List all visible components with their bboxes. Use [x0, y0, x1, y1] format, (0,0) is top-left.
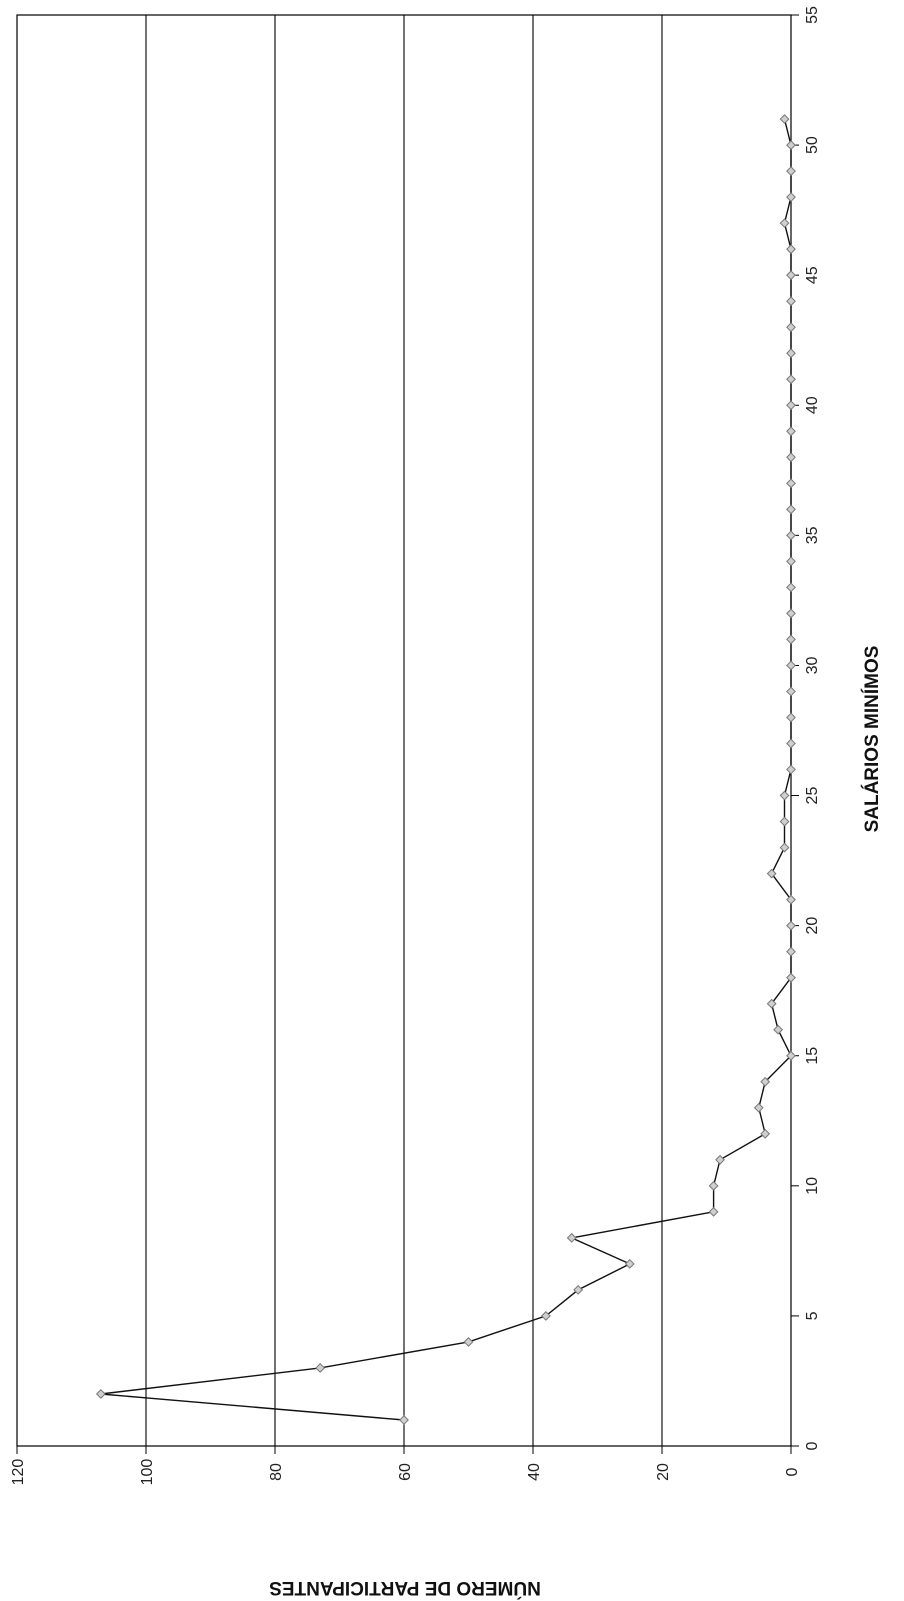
- data-point: [786, 244, 796, 255]
- data-point: [708, 1206, 719, 1217]
- data-point: [786, 504, 796, 515]
- data-point: [786, 296, 796, 307]
- data-point: [773, 1024, 784, 1035]
- data-point: [786, 764, 796, 775]
- data-point: [573, 1284, 584, 1295]
- x-tick-label: 0: [804, 1441, 821, 1450]
- data-point: [786, 348, 796, 359]
- data-point: [779, 114, 790, 124]
- data-point: [779, 218, 790, 229]
- data-point: [760, 1128, 771, 1139]
- data-point: [95, 1389, 106, 1399]
- data-point: [463, 1337, 474, 1347]
- gridlines: [145, 15, 663, 1446]
- data-point: [786, 972, 796, 983]
- y-tick-label: 20: [655, 1463, 672, 1481]
- data-point: [786, 192, 796, 203]
- y-tick-label: 120: [10, 1459, 27, 1486]
- data-point: [766, 868, 777, 879]
- x-tick-label: 5: [804, 1311, 821, 1320]
- x-tick-label: 10: [804, 1177, 821, 1195]
- data-point: [786, 270, 796, 281]
- data-point: [399, 1415, 409, 1425]
- data-point: [786, 608, 796, 619]
- data-point: [786, 582, 796, 593]
- series: [95, 114, 796, 1425]
- y-tick-label: 60: [397, 1463, 414, 1481]
- data-point: [786, 946, 796, 957]
- data-point: [786, 452, 796, 463]
- data-point: [786, 322, 796, 333]
- x-tick-label: 15: [804, 1047, 821, 1065]
- data-point: [786, 556, 796, 567]
- data-point: [786, 894, 796, 905]
- data-point: [708, 1180, 719, 1191]
- data-point: [540, 1311, 551, 1321]
- data-point: [786, 140, 796, 150]
- y-tick-label: 40: [526, 1463, 543, 1481]
- data-point: [715, 1154, 725, 1165]
- data-point: [786, 686, 796, 697]
- data-point: [786, 920, 796, 931]
- x-axis-title: SALÁRIOS MINÍMOS: [861, 646, 883, 833]
- y-tick-label: 100: [139, 1459, 156, 1486]
- x-tick-label: 35: [804, 526, 821, 544]
- data-point: [786, 738, 796, 749]
- y-axis-title: NÚMERO DE PARTICIPANTES: [269, 1577, 541, 1599]
- y-tick-label: 0: [784, 1467, 801, 1476]
- data-point: [315, 1363, 326, 1373]
- data-point: [786, 400, 796, 411]
- data-point: [779, 790, 790, 801]
- data-point: [779, 842, 790, 853]
- tick-labels: 0 20 40 60 80 100 120 0 5 10 15 20 25 30 35 40 45 50 55: [10, 6, 821, 1485]
- data-point: [786, 530, 796, 541]
- data-point: [786, 634, 796, 645]
- x-tick-label: 55: [804, 6, 821, 24]
- x-tick-label: 50: [804, 136, 821, 154]
- x-tick-label: 25: [804, 787, 821, 805]
- data-point: [566, 1232, 577, 1243]
- data-point: [786, 660, 796, 671]
- x-tick-label: 45: [804, 266, 821, 284]
- data-point: [760, 1076, 771, 1087]
- data-point: [624, 1258, 635, 1269]
- data-point: [786, 374, 796, 385]
- data-point: [786, 166, 796, 177]
- x-tick-label: 30: [804, 656, 821, 674]
- data-point: [786, 1050, 796, 1061]
- x-tick-label: 20: [804, 917, 821, 935]
- y-tick-label: 80: [268, 1463, 285, 1481]
- data-point: [753, 1102, 764, 1113]
- x-tick-label: 40: [804, 396, 821, 414]
- data-point: [786, 712, 796, 723]
- data-point: [766, 998, 777, 1009]
- data-point: [779, 816, 790, 827]
- data-point: [786, 478, 796, 489]
- data-point: [786, 426, 796, 437]
